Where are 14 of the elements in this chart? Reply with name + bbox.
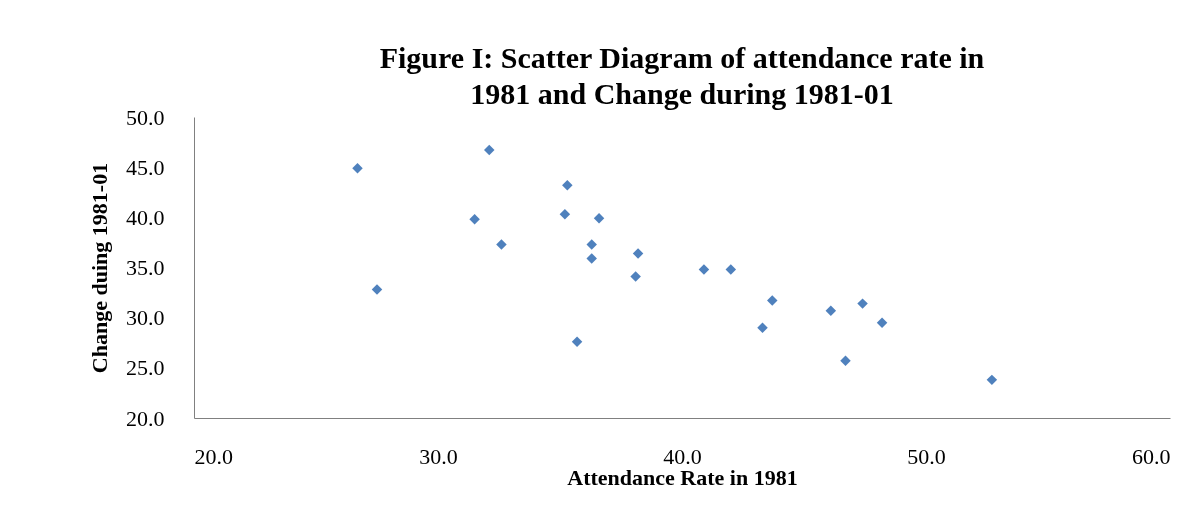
text: Figure I: Scatter Diagram of attendance rate in — [379, 41, 985, 74]
text: 1981 and Change during 1981-01 — [470, 77, 894, 110]
x-tick-label: 60.0 — [1132, 443, 1171, 469]
y-tick-label: 25.0 — [126, 355, 165, 381]
y-tick-label: 20.0 — [126, 405, 165, 431]
y-tick-label: 35.0 — [126, 255, 165, 280]
x-tick-label: 20.0 — [194, 443, 233, 469]
x-tick-label: 30.0 — [419, 443, 458, 469]
y-tick-label: 50.0 — [126, 104, 165, 130]
x-tick-label: 50.0 — [907, 443, 946, 469]
y-tick-label: 45.0 — [126, 154, 165, 180]
y-axis-title: Change duing 1981-01 — [87, 162, 112, 374]
y-tick-label: 40.0 — [126, 204, 165, 230]
y-tick-label: 30.0 — [126, 305, 165, 331]
